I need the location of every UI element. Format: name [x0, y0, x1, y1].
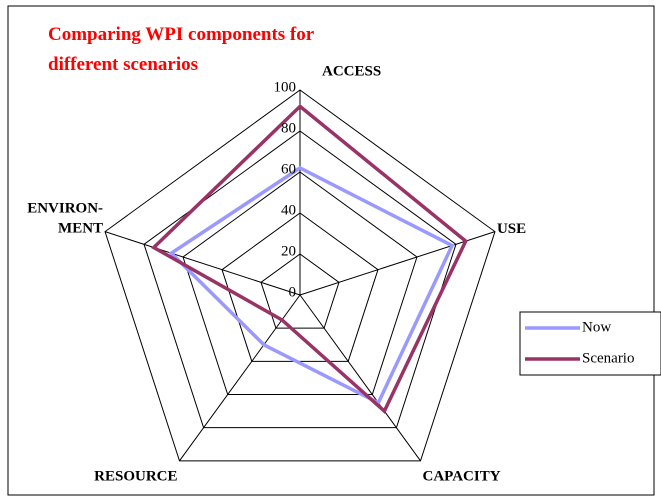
y-tick-label: 0 — [289, 284, 297, 300]
grid-line — [143, 130, 457, 429]
series-line — [150, 104, 468, 414]
legend-label: Scenario — [582, 350, 634, 366]
y-tick-label: 60 — [281, 161, 296, 177]
chart-title: Comparing WPI components for different s… — [48, 24, 314, 75]
y-tick-label: 20 — [281, 243, 296, 259]
y-tick-label: 80 — [281, 120, 296, 136]
frame — [7, 5, 655, 496]
legend-box — [519, 311, 661, 376]
series-line — [168, 165, 455, 406]
y-tick-label: 40 — [281, 202, 296, 218]
grid-line — [260, 253, 340, 329]
grid — [104, 89, 496, 462]
marks — [150, 104, 468, 414]
legend-label: Now — [582, 319, 611, 335]
category-label: USE — [497, 221, 526, 237]
axis-spoke — [299, 231, 496, 296]
grid-line — [104, 89, 496, 462]
axis-spoke — [104, 231, 301, 296]
axis-spoke — [179, 294, 301, 462]
y-tick-label: 100 — [274, 79, 297, 95]
category-label: CAPACITY — [422, 468, 500, 484]
category-label: ACCESS — [322, 63, 381, 79]
category-label: ENVIRON-MENT — [27, 201, 103, 237]
axis-spoke — [299, 294, 421, 462]
grid-line — [182, 171, 418, 396]
category-label: RESOURCE — [94, 468, 177, 484]
